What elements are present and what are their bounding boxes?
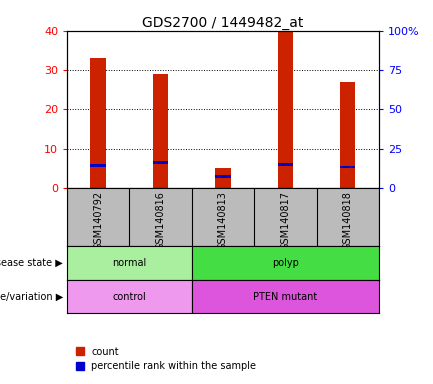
Bar (67, 246, 192, 280)
Text: GSM140816: GSM140816 (155, 191, 166, 250)
Bar (192, 246, 379, 280)
Legend: count, percentile rank within the sample: count, percentile rank within the sample (72, 343, 260, 375)
Bar (215, 169, 231, 188)
Bar (67, 280, 192, 313)
Text: GSM140792: GSM140792 (93, 191, 103, 250)
Text: PTEN mutant: PTEN mutant (253, 291, 317, 302)
Bar (278, 31, 293, 188)
Bar (340, 166, 355, 168)
Text: genotype/variation ▶: genotype/variation ▶ (0, 291, 63, 302)
Bar (153, 161, 168, 164)
Text: GSM140813: GSM140813 (218, 191, 228, 250)
Text: polyp: polyp (272, 258, 299, 268)
Text: normal: normal (112, 258, 147, 268)
Text: GSM140818: GSM140818 (343, 191, 353, 250)
Bar (215, 175, 231, 178)
Bar (153, 74, 168, 188)
Bar (340, 82, 355, 188)
Text: GSM140817: GSM140817 (280, 191, 291, 250)
Bar (90, 164, 106, 167)
Bar (90, 58, 106, 188)
Bar (278, 163, 293, 166)
Bar (192, 280, 379, 313)
Text: disease state ▶: disease state ▶ (0, 258, 63, 268)
Title: GDS2700 / 1449482_at: GDS2700 / 1449482_at (142, 16, 304, 30)
Text: control: control (113, 291, 146, 302)
